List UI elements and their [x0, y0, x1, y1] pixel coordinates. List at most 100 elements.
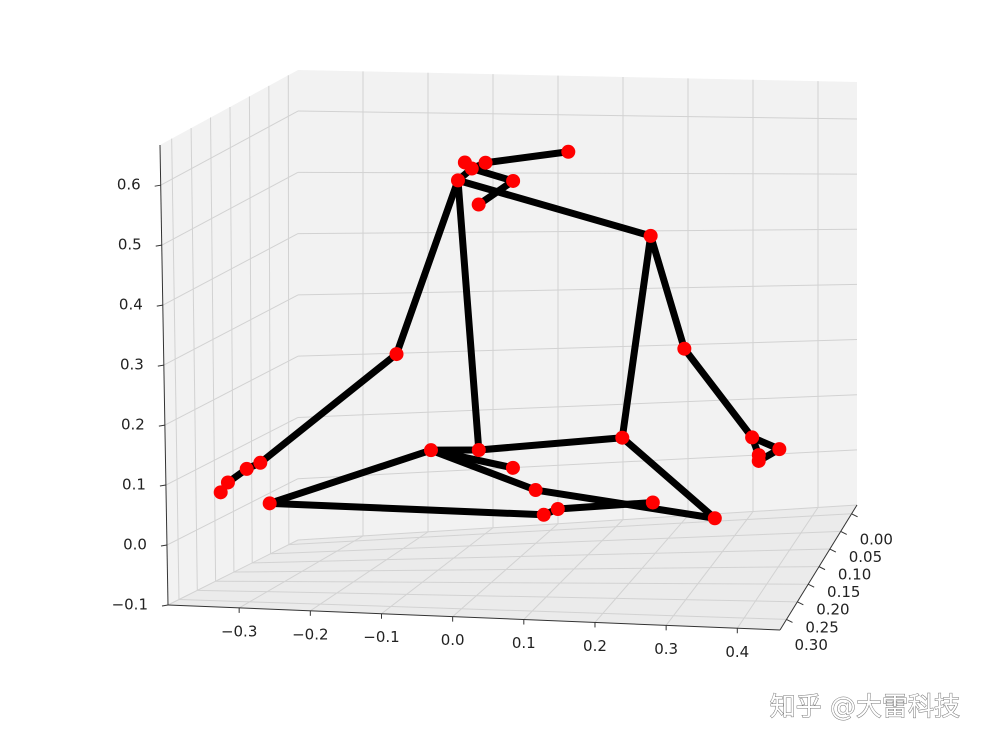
- joint: [506, 173, 521, 188]
- joint: [536, 507, 551, 522]
- y-tick: [807, 583, 815, 588]
- axes: −0.3 −0.2 −0.1 0.0 0.1 0.2 0.3 0.40.000.050.100…: [112, 144, 893, 661]
- bone: [647, 232, 688, 353]
- z-tick: [157, 364, 164, 367]
- z-tick-label: 0.1: [122, 476, 146, 494]
- grid-line: [164, 355, 299, 426]
- grid-line: [248, 96, 253, 563]
- joint: [677, 341, 692, 356]
- x-tick-label: 0.3: [654, 640, 678, 658]
- grid-line: [163, 294, 299, 366]
- joint: [457, 155, 472, 170]
- joint: [707, 511, 722, 526]
- joint: [561, 144, 576, 159]
- z-tick: [160, 544, 168, 547]
- z-tick-label: 0.5: [118, 236, 142, 254]
- grid-line: [523, 519, 624, 620]
- y-tick: [851, 513, 858, 518]
- joint: [643, 228, 658, 243]
- grid-line: [452, 523, 559, 618]
- y-tick-label: 0.10: [838, 566, 871, 584]
- grid-line: [297, 228, 858, 235]
- x-tick-label: −0.3: [221, 622, 257, 640]
- joint: [471, 443, 486, 458]
- bone: [618, 434, 719, 522]
- grid-line: [197, 589, 798, 603]
- joint: [772, 442, 787, 457]
- z-tick-label: 0.6: [117, 176, 141, 194]
- axis-line: [159, 144, 169, 606]
- y-tick-label: 0.20: [816, 601, 849, 619]
- grid-line: [171, 138, 180, 600]
- grid-line: [297, 504, 858, 541]
- panes: [160, 70, 857, 630]
- grid-line: [162, 233, 299, 306]
- y-tick: [786, 618, 793, 623]
- grid-line: [166, 478, 299, 546]
- y-tick: [829, 548, 837, 553]
- joint: [751, 453, 766, 468]
- z-tick: [158, 424, 165, 427]
- x-tick-label: −0.2: [292, 625, 328, 643]
- bone: [266, 499, 548, 519]
- back-pane: [298, 70, 857, 540]
- y-tick-label: 0.15: [827, 583, 860, 601]
- z-tick-label: 0.4: [119, 296, 143, 314]
- joint: [645, 495, 660, 510]
- grid-line: [310, 531, 429, 612]
- bone: [482, 148, 572, 167]
- grid-line: [287, 75, 290, 545]
- floor-pane: [168, 505, 857, 630]
- joint: [505, 460, 520, 475]
- grid-line: [167, 539, 299, 606]
- bone: [532, 486, 719, 522]
- marks: [213, 144, 787, 526]
- joint: [745, 430, 760, 445]
- bone: [393, 176, 462, 358]
- grid-line: [160, 110, 299, 186]
- bone: [618, 232, 655, 442]
- grid-line: [270, 530, 841, 555]
- y-tick-label: 0.25: [805, 618, 838, 636]
- z-tick-label: 0.3: [120, 356, 144, 374]
- bone: [454, 176, 655, 240]
- z-tick: [156, 304, 163, 307]
- x-tick-label: 0.2: [583, 637, 607, 655]
- bone: [468, 165, 517, 185]
- joint: [550, 501, 565, 516]
- grid-line: [288, 513, 852, 546]
- z-tick: [159, 484, 166, 487]
- grid-line: [297, 110, 858, 120]
- side-pane: [160, 70, 298, 605]
- joint: [253, 455, 268, 470]
- grid-line: [161, 171, 299, 246]
- x-tick-label: 0.4: [725, 643, 749, 661]
- bone: [475, 434, 626, 454]
- bone: [427, 446, 517, 472]
- grid-line: [165, 416, 299, 486]
- bone: [454, 176, 483, 454]
- joint: [389, 347, 404, 362]
- grid-line: [190, 128, 198, 591]
- axis-line: [779, 504, 858, 631]
- y-tick: [818, 566, 826, 571]
- y-tick-label: 0.00: [860, 530, 893, 548]
- y-tick-label: 0.30: [795, 636, 828, 654]
- z-tick: [155, 244, 162, 247]
- y-tick: [840, 530, 847, 535]
- grid-line: [210, 117, 217, 582]
- grid-line: [178, 599, 787, 620]
- axis-line: [167, 604, 781, 631]
- grid-line: [229, 106, 235, 573]
- x-tick-label: −0.1: [363, 628, 399, 646]
- grid-line: [233, 566, 820, 573]
- bone: [256, 350, 401, 467]
- joint: [262, 496, 277, 511]
- grid-line: [665, 511, 754, 626]
- z-tick-label: 0.2: [121, 416, 145, 434]
- grid-line: [381, 527, 494, 615]
- z-tick: [154, 184, 161, 187]
- z-tick: [161, 604, 169, 607]
- grid-line: [297, 283, 858, 296]
